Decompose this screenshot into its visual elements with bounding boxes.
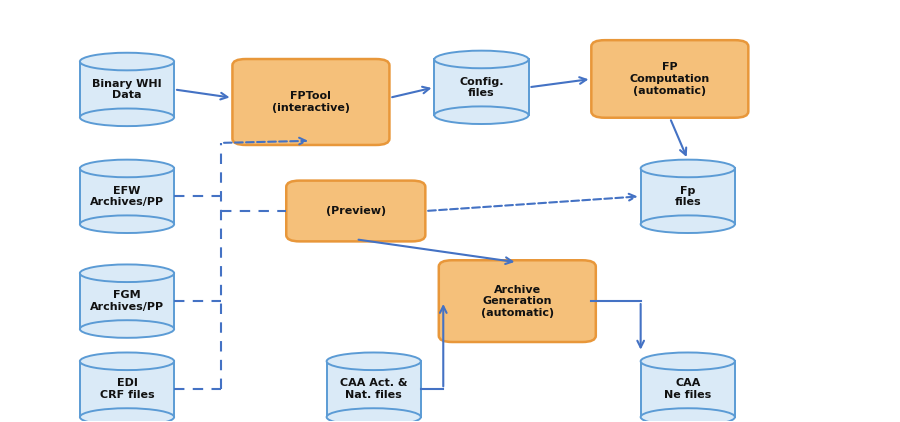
Ellipse shape [80,352,174,370]
Bar [80,168,174,224]
FancyBboxPatch shape [591,40,748,118]
Ellipse shape [641,160,735,177]
Ellipse shape [641,215,735,233]
Text: (Preview): (Preview) [326,206,386,216]
Ellipse shape [327,352,421,370]
Bar [435,60,528,115]
Ellipse shape [641,408,735,422]
Ellipse shape [80,108,174,126]
Text: EDI
CRF files: EDI CRF files [100,379,154,400]
Ellipse shape [80,265,174,282]
Bar [80,62,174,117]
Text: CAA
Ne files: CAA Ne files [664,379,711,400]
Ellipse shape [327,408,421,422]
Ellipse shape [80,53,174,70]
Ellipse shape [80,320,174,338]
Text: Archive
Generation
(automatic): Archive Generation (automatic) [481,284,554,318]
Ellipse shape [641,352,735,370]
FancyBboxPatch shape [439,260,596,342]
Bar [80,273,174,329]
Bar [641,361,735,417]
Bar [80,361,174,417]
Ellipse shape [435,51,528,68]
Text: Binary WHI
Data: Binary WHI Data [92,78,162,100]
Text: EFW
Archives/PP: EFW Archives/PP [90,186,164,207]
Ellipse shape [435,106,528,124]
FancyBboxPatch shape [232,59,390,145]
Bar [327,361,421,417]
Text: FP
Computation
(automatic): FP Computation (automatic) [630,62,710,95]
Ellipse shape [80,408,174,422]
Text: FPTool
(interactive): FPTool (interactive) [272,91,350,113]
Text: CAA Act. &
Nat. files: CAA Act. & Nat. files [340,379,408,400]
Bar [641,168,735,224]
Text: Fp
files: Fp files [674,186,701,207]
Ellipse shape [80,160,174,177]
FancyBboxPatch shape [286,181,426,241]
Text: Config.
files: Config. files [459,76,504,98]
Text: FGM
Archives/PP: FGM Archives/PP [90,290,164,312]
Ellipse shape [80,215,174,233]
